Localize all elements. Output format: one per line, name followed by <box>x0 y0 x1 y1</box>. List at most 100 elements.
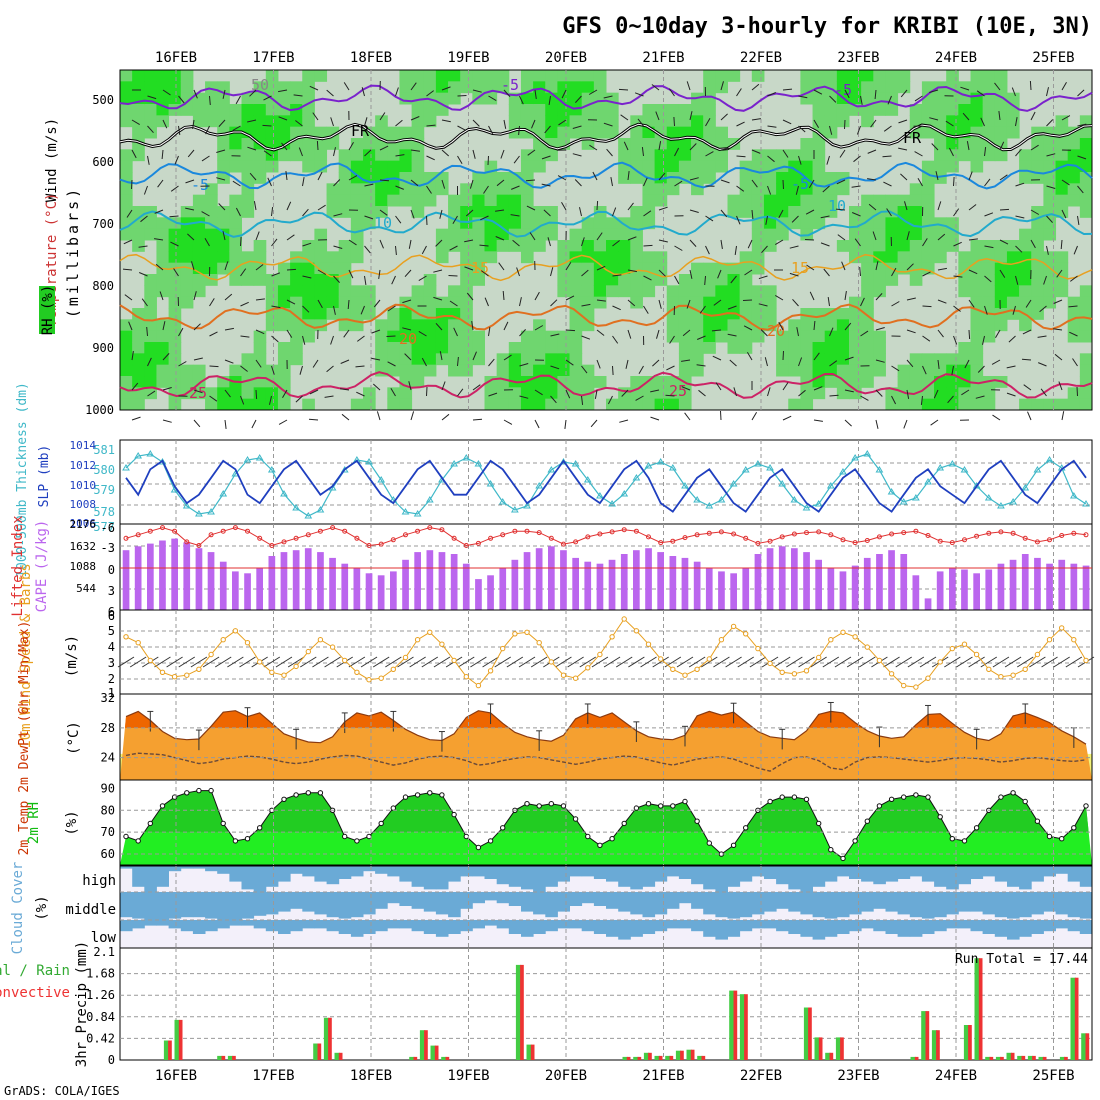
wind-barb <box>882 155 892 158</box>
rh-cell <box>812 364 826 377</box>
precip-convective-bar <box>733 990 738 1060</box>
rh-cell <box>460 206 473 218</box>
thickness-point <box>814 500 823 507</box>
cloud-cover-bar <box>120 892 133 918</box>
upper-air-wind-legend: Wind (m/s) <box>44 118 60 202</box>
rh2m-point <box>196 787 202 794</box>
wind-barb <box>439 351 443 361</box>
cape-bar <box>961 569 968 610</box>
cloud-cover-bar <box>581 866 595 877</box>
rh-cell <box>618 274 631 286</box>
rh-cell <box>375 149 388 162</box>
rh-cell <box>934 160 947 173</box>
rh-cell <box>788 330 801 343</box>
cloud-cover-bar <box>375 866 388 874</box>
wind-barb <box>372 656 390 668</box>
wind-barb <box>488 358 495 367</box>
slp-frame <box>119 439 1093 525</box>
rh-cell <box>484 92 498 105</box>
rh-cell <box>606 398 619 411</box>
thickness-point <box>365 458 373 465</box>
rh-cell <box>508 240 522 252</box>
precip-convective-bar <box>744 994 748 1060</box>
precip-total-bar <box>665 1055 671 1060</box>
rh-cell <box>217 262 230 275</box>
rh-cell <box>812 183 826 196</box>
wind-barb <box>379 209 388 216</box>
rh-cell <box>411 285 425 298</box>
rh-cell <box>1067 398 1081 411</box>
wind-barb <box>810 656 827 668</box>
wind-barb <box>267 177 272 187</box>
wind-barb <box>529 232 536 241</box>
rh-cell <box>691 296 704 309</box>
wind-speed-point <box>840 629 846 635</box>
rh-cell <box>921 183 935 196</box>
rh-cell <box>241 387 255 400</box>
rh-cell <box>387 308 400 320</box>
wind-barb <box>543 209 551 217</box>
wind-barb <box>395 185 404 190</box>
cloud-cover-bar <box>278 866 291 882</box>
wind-barb <box>190 656 208 668</box>
wind-barb <box>216 149 226 153</box>
rh-cell <box>861 342 874 354</box>
rh-cell <box>277 81 291 94</box>
wind-barb <box>652 359 660 367</box>
lifted-index-point <box>767 538 773 544</box>
rh-cell <box>557 353 571 366</box>
precip-total-bar <box>622 1056 628 1060</box>
rh-cell <box>350 160 364 173</box>
rh-cell <box>472 194 485 207</box>
wind-barb <box>441 149 450 157</box>
wind-barb <box>360 656 378 668</box>
rh-cell <box>873 92 886 105</box>
wind-barb <box>767 92 776 97</box>
wind-barb <box>395 119 403 127</box>
wind-barb <box>782 149 789 158</box>
precip-convective-bar <box>221 1055 226 1060</box>
rh-cell <box>873 364 886 377</box>
rh-cell <box>496 70 510 82</box>
wind-barb <box>767 155 775 163</box>
rh-cell <box>533 398 546 411</box>
rh-cell <box>593 240 607 252</box>
rh-cell <box>946 104 959 116</box>
wind-barb <box>875 419 879 429</box>
cape-bar <box>985 569 993 610</box>
rh-cell <box>691 274 704 286</box>
cloud-cover-bar <box>350 866 364 877</box>
wind-barb <box>875 293 883 301</box>
rh-cell <box>788 319 801 332</box>
precip-convective-bar <box>1000 1056 1004 1060</box>
cloud-cover-bar <box>800 892 813 915</box>
rh-cell <box>800 364 814 377</box>
wind-barb <box>906 263 914 271</box>
rh-cell <box>861 308 874 320</box>
wind-barb <box>581 237 585 247</box>
rh-cell <box>484 183 498 196</box>
wind-barb <box>860 395 869 401</box>
cloud-cover-bar <box>691 920 704 932</box>
rh-cell <box>739 194 753 207</box>
cape-bar <box>900 554 908 610</box>
rh-cell <box>484 70 498 82</box>
rh-cell <box>970 376 984 388</box>
thickness-point <box>802 504 811 511</box>
precip-convective-bar <box>1042 1056 1047 1060</box>
wind-barb <box>348 239 357 246</box>
rh-cell <box>727 194 741 207</box>
rh-cell <box>435 70 449 82</box>
wind-barb <box>829 327 834 337</box>
rh-cell <box>788 353 801 366</box>
rh-cell <box>448 353 461 366</box>
rh-cell <box>618 138 631 150</box>
rh-cell <box>411 172 425 184</box>
rh-cell <box>1079 296 1093 309</box>
rh-cell <box>581 126 595 139</box>
wind-barb <box>385 656 402 668</box>
cloud-cover-bar <box>666 866 680 877</box>
rh-cell <box>423 274 437 286</box>
rh-cell <box>520 353 534 366</box>
rh-cell <box>1043 172 1057 184</box>
